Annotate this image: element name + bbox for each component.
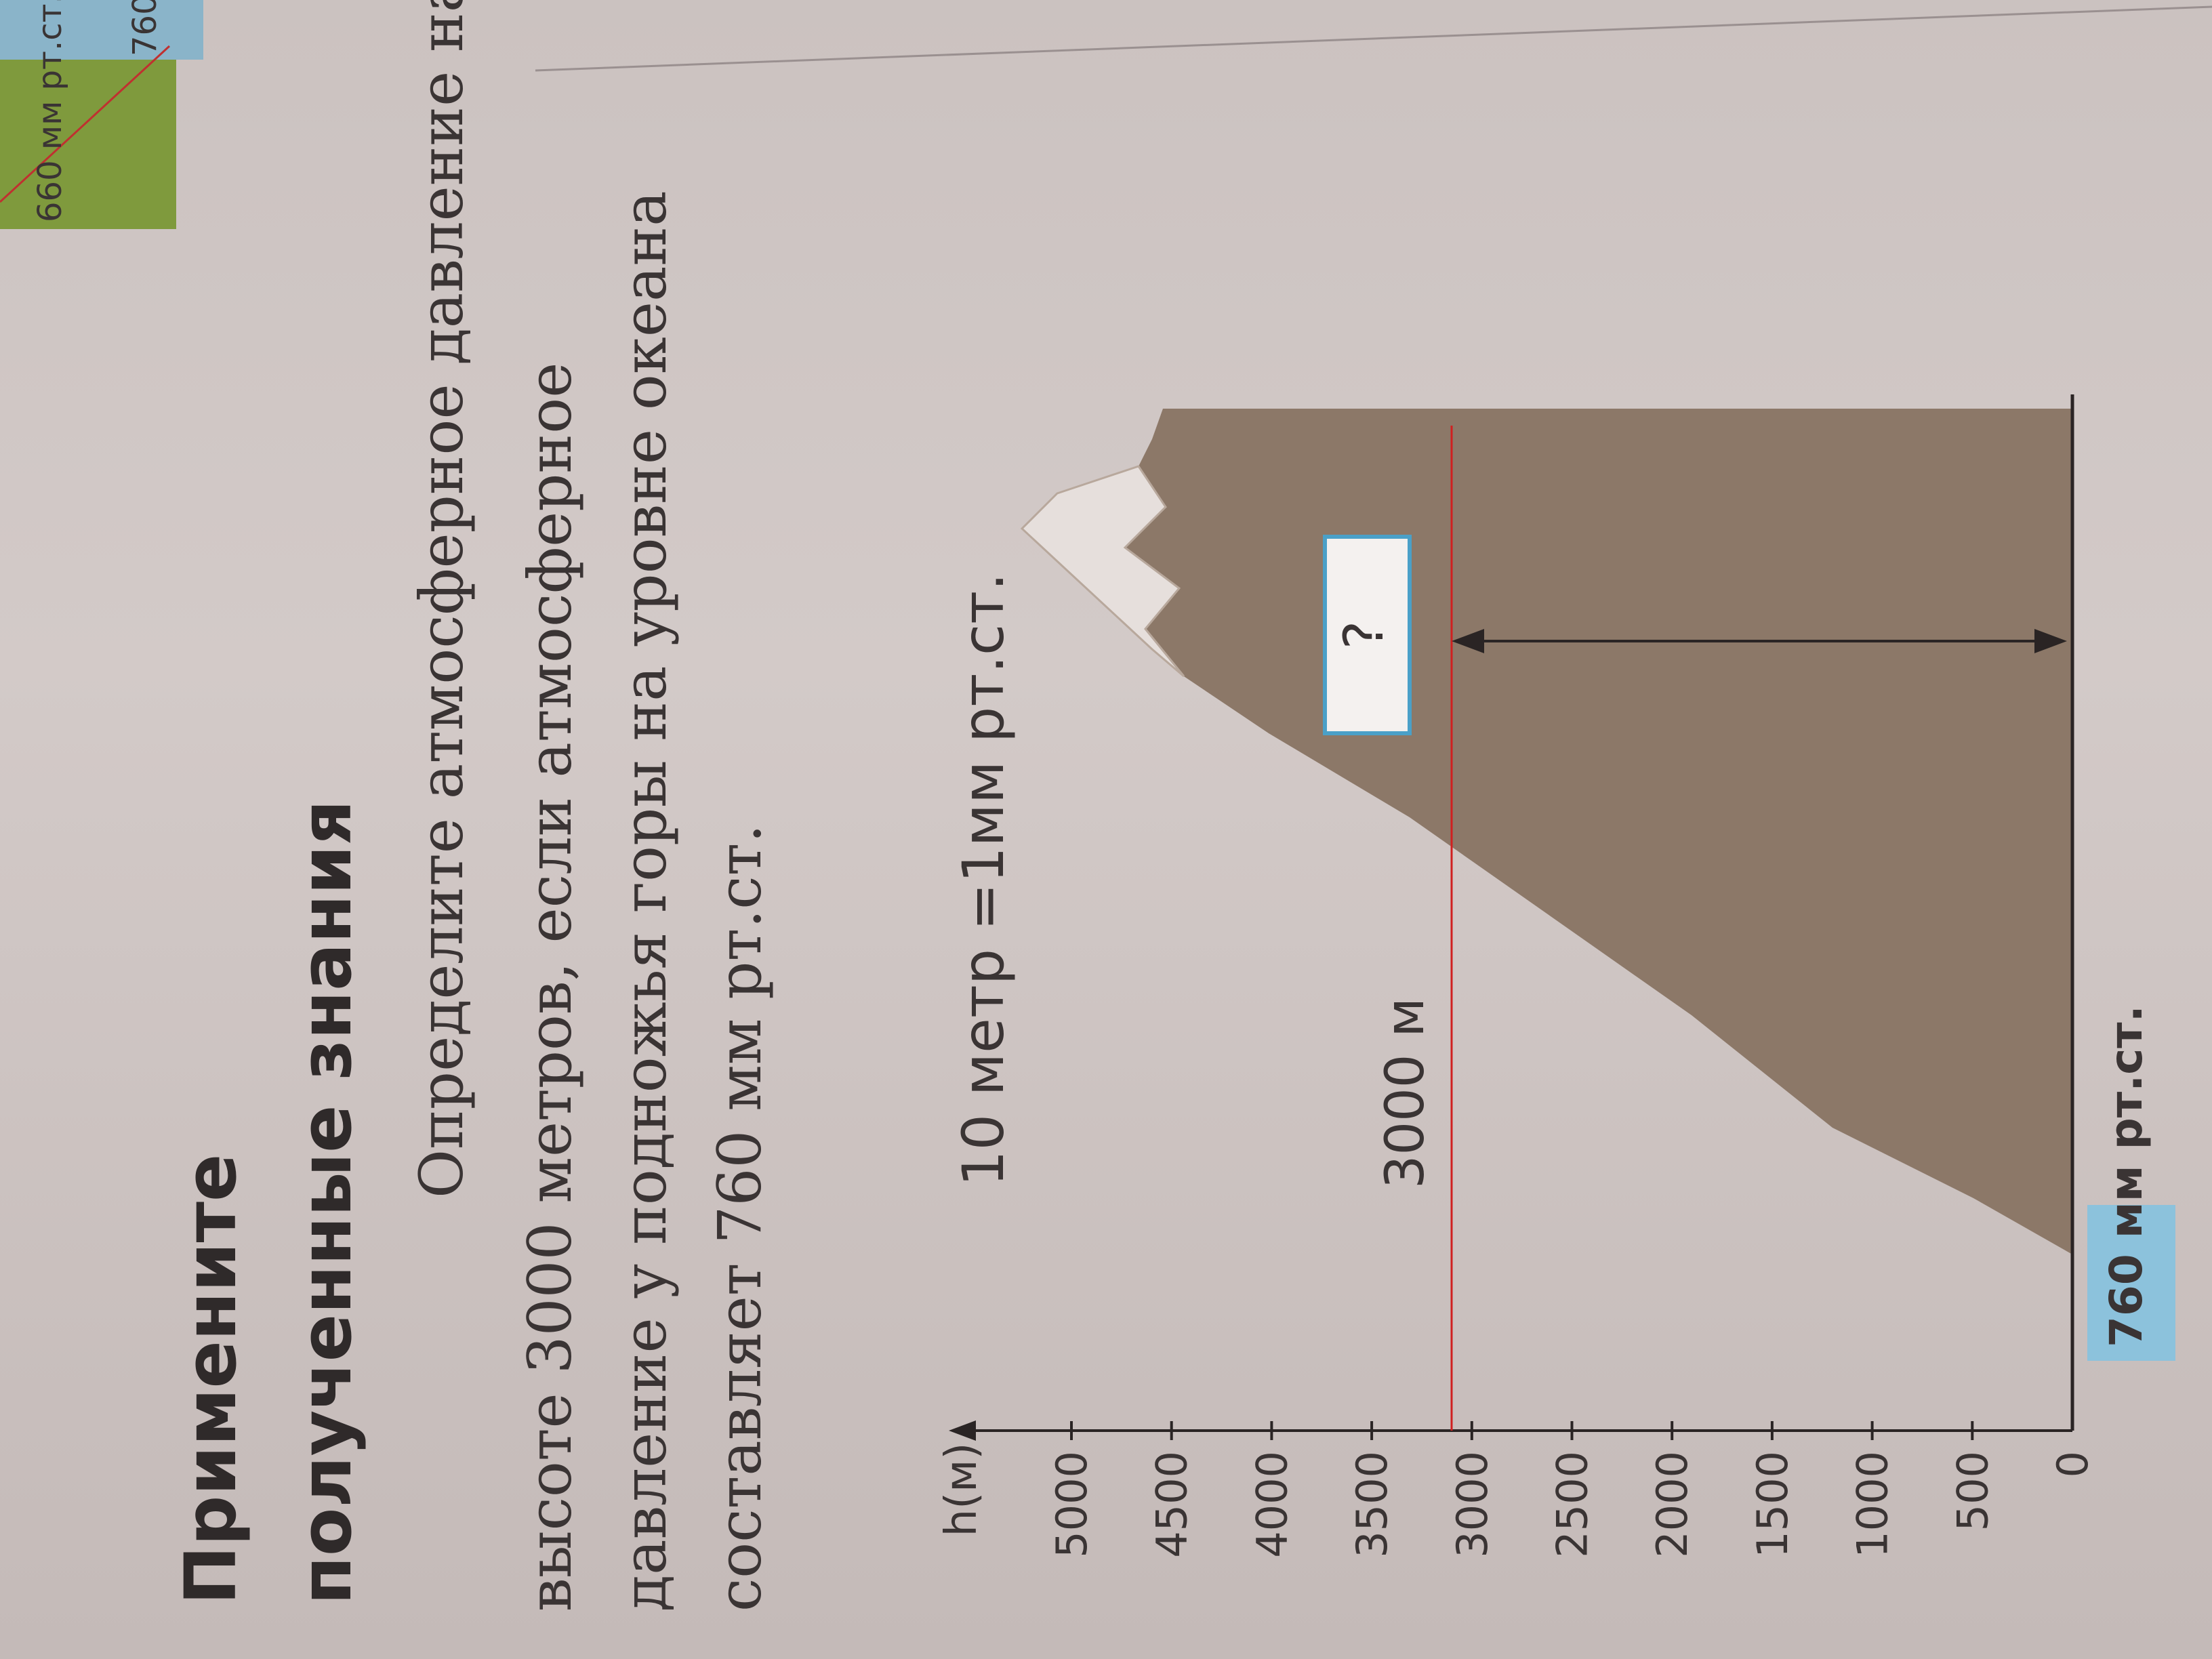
task-line: высоте 3000 метров, если атмосферное <box>515 362 585 1612</box>
tick-label: 3000 <box>1448 1451 1497 1558</box>
scale-note: 10 метр =1мм рт.ст. <box>950 573 1017 1187</box>
prev-label: 660 мм рт.ст. <box>31 0 69 222</box>
answer-box <box>1323 535 1412 735</box>
task-line: давление у подножья горы на уровне океан… <box>610 190 680 1612</box>
tick-label: 500 <box>1948 1451 1997 1531</box>
tick-label: 3500 <box>1347 1451 1397 1558</box>
blue-block <box>0 0 203 60</box>
tick-label: 1000 <box>1848 1451 1898 1558</box>
title-line: Примените <box>169 1153 252 1605</box>
task-line: Определите атмосферное давление на <box>407 0 476 1198</box>
tick-label: 4500 <box>1147 1451 1197 1558</box>
rule <box>535 5 2212 72</box>
snow <box>1020 465 1185 678</box>
height-label: 3000 м <box>1375 998 1436 1189</box>
axis-arrow <box>949 1420 976 1441</box>
line <box>0 45 171 203</box>
tick-label: 1500 <box>1748 1451 1797 1558</box>
tick-label: 2500 <box>1548 1451 1597 1558</box>
tick-label: 5000 <box>1047 1451 1097 1558</box>
unknown: ? <box>1332 621 1395 649</box>
base-label: 760 мм рт.ст. <box>2100 1005 2152 1347</box>
axis-label: h(м) <box>937 1443 987 1537</box>
tick-label: 2000 <box>1647 1451 1697 1558</box>
green-block <box>0 60 176 229</box>
arrow-head <box>2034 629 2067 653</box>
tick-label: 4000 <box>1247 1451 1296 1558</box>
tick-label: 0 <box>2048 1451 2097 1477</box>
task-line: составляет 760 мм рт.ст. <box>705 823 775 1612</box>
title-line: полученные знания <box>285 800 367 1605</box>
label-bg <box>2087 1205 2175 1361</box>
prev-label: 760 мм рт <box>126 0 164 56</box>
mountain <box>1022 409 2072 1254</box>
arrow-head <box>1452 629 1484 653</box>
